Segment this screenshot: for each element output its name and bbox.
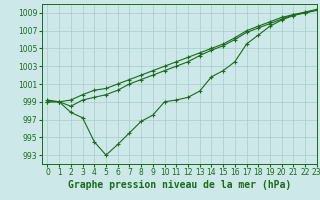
X-axis label: Graphe pression niveau de la mer (hPa): Graphe pression niveau de la mer (hPa): [68, 180, 291, 190]
